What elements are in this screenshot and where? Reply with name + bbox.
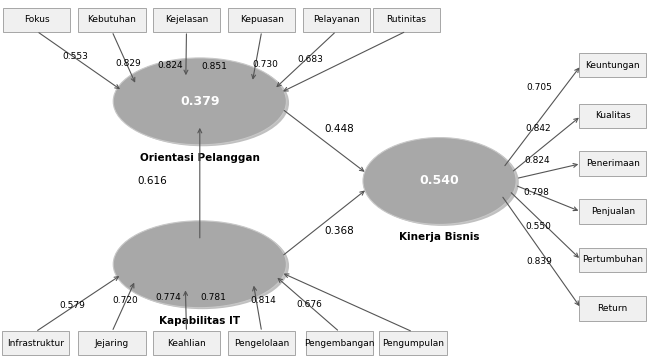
Ellipse shape [116,222,289,309]
Text: 0.829: 0.829 [115,59,141,68]
FancyBboxPatch shape [579,53,647,77]
Text: 0.676: 0.676 [297,300,322,309]
Text: 0.368: 0.368 [325,226,354,236]
Text: 0.540: 0.540 [420,174,460,188]
Text: Penerimaan: Penerimaan [586,159,639,168]
FancyBboxPatch shape [228,331,295,355]
FancyBboxPatch shape [79,8,146,32]
FancyBboxPatch shape [579,296,647,321]
Ellipse shape [116,59,289,146]
Text: Keahlian: Keahlian [167,339,206,348]
Text: Pertumbuhan: Pertumbuhan [582,256,643,264]
FancyBboxPatch shape [228,8,295,32]
Text: Kejelasan: Kejelasan [165,16,208,24]
Text: 0.553: 0.553 [63,52,88,60]
Text: 0.851: 0.851 [202,63,227,71]
Text: 0.781: 0.781 [200,293,226,302]
Text: 0.842: 0.842 [525,124,551,133]
FancyBboxPatch shape [579,248,647,272]
FancyBboxPatch shape [373,8,440,32]
Text: 0.814: 0.814 [251,296,276,305]
FancyBboxPatch shape [302,8,370,32]
Text: 0.798: 0.798 [524,188,549,197]
Text: 0.774: 0.774 [155,293,180,302]
Text: 0.616: 0.616 [137,176,166,186]
Text: Kepuasan: Kepuasan [240,16,284,24]
Text: 0.579: 0.579 [59,302,85,310]
Text: 0.839: 0.839 [527,257,552,266]
Text: Return: Return [597,304,628,313]
Text: Pengumpulan: Pengumpulan [382,339,444,348]
Text: Orientasi Pelanggan: Orientasi Pelanggan [140,153,260,163]
FancyBboxPatch shape [1,331,69,355]
Text: Penjualan: Penjualan [591,207,635,216]
Text: 0.720: 0.720 [113,296,138,305]
FancyBboxPatch shape [3,8,71,32]
Text: Kapabilitas IT: Kapabilitas IT [159,316,240,326]
Text: Rutinitas: Rutinitas [386,16,426,24]
Text: Pengembangan: Pengembangan [304,339,375,348]
Text: Keuntungan: Keuntungan [585,61,640,70]
Text: Pelayanan: Pelayanan [313,16,360,24]
Ellipse shape [113,221,286,308]
FancyBboxPatch shape [153,8,220,32]
Text: Pengelolaan: Pengelolaan [234,339,289,348]
Text: 0.705: 0.705 [527,83,552,92]
FancyBboxPatch shape [153,331,220,355]
Text: 0.683: 0.683 [298,55,323,64]
FancyBboxPatch shape [306,331,373,355]
FancyBboxPatch shape [579,199,647,224]
Text: Kebutuhan: Kebutuhan [87,16,137,24]
Text: 0.730: 0.730 [252,60,278,69]
Text: 0.379: 0.379 [180,95,220,108]
Text: Infrastruktur: Infrastruktur [7,339,64,348]
Text: 0.448: 0.448 [325,123,354,134]
Ellipse shape [366,139,519,226]
FancyBboxPatch shape [380,331,446,355]
Text: Fokus: Fokus [24,16,49,24]
Text: 0.550: 0.550 [525,222,551,231]
Ellipse shape [113,58,286,145]
FancyBboxPatch shape [79,331,146,355]
Ellipse shape [363,138,516,224]
Text: Kualitas: Kualitas [595,111,631,120]
Text: 0.824: 0.824 [157,62,182,70]
Text: 0.824: 0.824 [524,156,549,164]
FancyBboxPatch shape [579,104,647,128]
Text: Jejaring: Jejaring [95,339,129,348]
FancyBboxPatch shape [579,151,647,176]
Text: Kinerja Bisnis: Kinerja Bisnis [400,232,480,243]
